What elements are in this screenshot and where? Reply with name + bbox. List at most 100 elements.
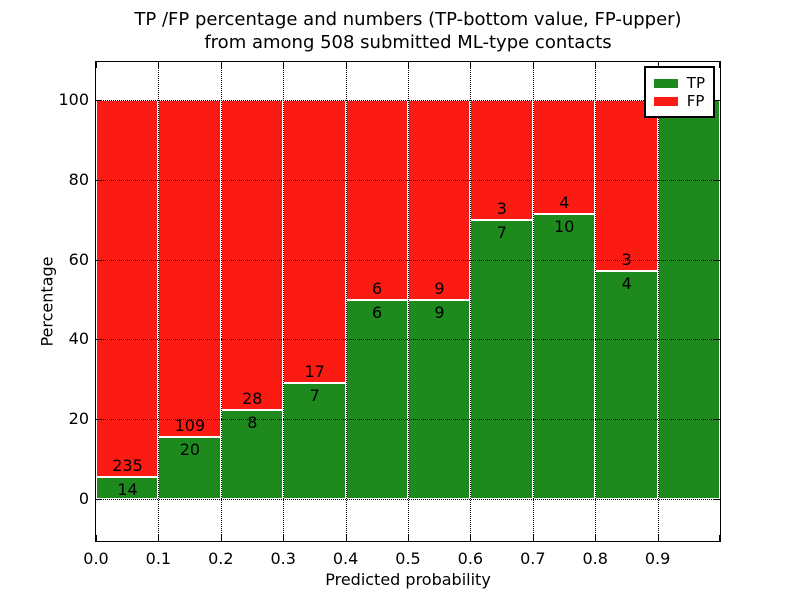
x-tick-label: 0.3 bbox=[270, 549, 296, 568]
fp-count-label: 235 bbox=[112, 455, 143, 475]
x-tick-label: 0.4 bbox=[332, 549, 359, 568]
legend-label-fp: FP bbox=[686, 92, 705, 110]
gridline-horizontal bbox=[96, 339, 720, 341]
y-axis-label-wrap: Percentage bbox=[36, 62, 58, 541]
tp-count-label: 6 bbox=[372, 302, 383, 322]
bar-segment-tp bbox=[470, 219, 533, 499]
y-tick-mark bbox=[96, 499, 102, 500]
x-tick-mark bbox=[657, 535, 659, 541]
x-tick-mark bbox=[408, 535, 409, 541]
fp-count-label: 9 bbox=[434, 278, 445, 298]
gridline-vertical bbox=[470, 62, 472, 541]
chart-title-line2: from among 508 submitted ML-type contact… bbox=[204, 32, 612, 53]
legend-swatch-fp-icon bbox=[653, 96, 678, 106]
gridline-vertical bbox=[595, 62, 597, 541]
y-tick-mark-right bbox=[714, 259, 720, 261]
fp-count-label: 28 bbox=[242, 389, 263, 409]
y-tick-mark-right bbox=[714, 499, 720, 500]
tp-count-label: 14 bbox=[117, 479, 138, 499]
bar-segment-fp bbox=[220, 100, 284, 411]
chart-title: TP /FP percentage and numbers (TP-bottom… bbox=[96, 8, 720, 54]
x-tick-mark bbox=[532, 535, 534, 541]
legend: TP FP bbox=[643, 66, 715, 118]
gridline-vertical bbox=[220, 62, 222, 541]
gridline-horizontal bbox=[96, 259, 720, 261]
fp-count-label: 3 bbox=[496, 198, 507, 218]
bar-segment-fp bbox=[345, 100, 408, 300]
x-tick-mark-top bbox=[532, 62, 534, 68]
gridline-vertical bbox=[158, 62, 160, 541]
x-tick-mark-top bbox=[345, 62, 347, 68]
y-tick-label: 20 bbox=[68, 409, 89, 429]
x-axis-label: Predicted probability bbox=[325, 570, 491, 589]
x-tick-mark-top bbox=[719, 62, 720, 68]
gridline-vertical bbox=[345, 62, 347, 541]
x-tick-mark bbox=[158, 535, 160, 541]
x-tick-label: 0.7 bbox=[520, 549, 546, 568]
gridline-vertical bbox=[283, 62, 285, 541]
tp-count-label: 8 bbox=[247, 413, 258, 433]
tp-count-label: 4 bbox=[621, 274, 632, 293]
tp-count-label: 20 bbox=[179, 440, 201, 460]
gridline-vertical bbox=[657, 62, 659, 541]
bar-segment-tp bbox=[220, 410, 284, 499]
bar-segment-fp bbox=[408, 100, 471, 300]
x-tick-mark-top bbox=[470, 62, 472, 68]
legend-item-fp: FP bbox=[653, 92, 705, 110]
bar-segment-tp bbox=[532, 213, 596, 499]
y-tick-label: 40 bbox=[68, 329, 89, 349]
x-tick-label: 0.2 bbox=[208, 549, 234, 568]
x-tick-label: 0.5 bbox=[395, 549, 421, 568]
x-tick-mark bbox=[345, 535, 347, 541]
y-tick-mark-right bbox=[714, 100, 720, 101]
gridline-vertical bbox=[408, 62, 409, 541]
gridline-horizontal bbox=[96, 179, 720, 181]
y-tick-mark-right bbox=[714, 419, 720, 421]
x-tick-mark-top bbox=[158, 62, 160, 68]
x-tick-label: 0.6 bbox=[457, 549, 484, 568]
gridline-horizontal bbox=[96, 419, 720, 421]
bar-segment-tp bbox=[595, 271, 658, 499]
chart-title-line1: TP /FP percentage and numbers (TP-bottom… bbox=[134, 9, 682, 30]
y-tick-label: 60 bbox=[68, 249, 89, 269]
plot-area: TP FP 2351410920288177669937410349 bbox=[95, 61, 721, 542]
fp-count-label: 4 bbox=[559, 192, 570, 212]
fp-count-label: 109 bbox=[174, 416, 206, 436]
tp-count-label: 10 bbox=[554, 216, 575, 236]
tp-count-label: 9 bbox=[434, 302, 445, 322]
tp-count-label: 7 bbox=[309, 385, 320, 405]
x-tick-mark-top bbox=[220, 62, 222, 68]
bar-segment-fp bbox=[158, 100, 221, 438]
y-tick-mark-right bbox=[714, 179, 720, 181]
gridline-horizontal bbox=[96, 499, 720, 500]
x-tick-mark-top bbox=[408, 62, 409, 68]
tp-count-label: 7 bbox=[496, 222, 507, 242]
bar-segment-fp bbox=[532, 100, 596, 214]
x-tick-mark bbox=[96, 535, 97, 541]
y-tick-label: 100 bbox=[58, 90, 89, 109]
y-tick-mark bbox=[96, 179, 102, 181]
bar-segment-fp bbox=[595, 100, 658, 271]
bar-segment-fp bbox=[96, 100, 159, 477]
y-tick-label: 0 bbox=[78, 489, 89, 508]
x-tick-mark-top bbox=[595, 62, 597, 68]
x-tick-label: 0.0 bbox=[83, 549, 109, 568]
x-tick-mark bbox=[719, 535, 720, 541]
x-tick-label: 0.1 bbox=[145, 549, 172, 568]
legend-label-tp: TP bbox=[686, 74, 705, 92]
bar-segment-tp bbox=[96, 476, 159, 499]
bar-segment-tp bbox=[408, 299, 471, 499]
y-tick-label: 80 bbox=[68, 169, 89, 189]
fp-count-label: 3 bbox=[621, 250, 632, 269]
x-tick-label: 0.9 bbox=[644, 549, 671, 568]
bar-segment-tp bbox=[345, 299, 408, 499]
bar-segment-tp bbox=[158, 437, 221, 499]
legend-item-tp: TP bbox=[653, 74, 705, 92]
x-tick-mark-top bbox=[283, 62, 285, 68]
legend-swatch-tp-icon bbox=[653, 78, 678, 88]
x-tick-mark-top bbox=[96, 62, 97, 68]
y-tick-mark bbox=[96, 100, 102, 101]
x-tick-mark bbox=[220, 535, 222, 541]
x-tick-mark bbox=[283, 535, 285, 541]
